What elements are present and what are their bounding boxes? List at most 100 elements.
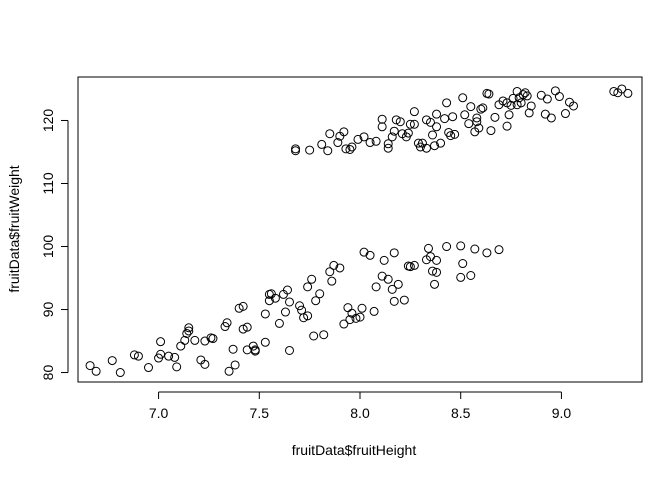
data-point xyxy=(291,146,301,156)
data-point xyxy=(107,356,117,366)
data-point xyxy=(430,141,440,151)
data-point xyxy=(423,243,433,253)
x-tick-label: 7.0 xyxy=(149,405,169,421)
data-point xyxy=(484,89,494,99)
x-tick-label: 9.0 xyxy=(552,405,572,421)
data-point xyxy=(129,350,139,360)
data-point xyxy=(383,143,393,153)
x-tick-label: 8.0 xyxy=(350,405,370,421)
data-point xyxy=(377,114,387,124)
data-point xyxy=(456,272,466,282)
data-point xyxy=(428,130,438,140)
data-point xyxy=(285,297,294,307)
data-point xyxy=(569,101,579,111)
data-point xyxy=(426,117,435,127)
data-point xyxy=(442,98,452,108)
data-point xyxy=(403,128,413,138)
data-point xyxy=(506,100,516,110)
data-point xyxy=(387,132,397,142)
data-point xyxy=(470,244,480,254)
data-point xyxy=(339,319,349,329)
x-axis: 7.0 7.5 8.0 8.5 9.0 xyxy=(149,391,572,421)
data-point xyxy=(609,86,619,96)
data-point xyxy=(228,344,238,354)
data-point xyxy=(184,326,194,336)
data-point xyxy=(274,318,284,328)
data-point xyxy=(345,315,355,325)
data-point xyxy=(180,335,190,345)
data-point xyxy=(200,336,210,346)
data-point xyxy=(522,91,532,101)
data-point xyxy=(303,282,313,292)
data-point xyxy=(458,259,468,269)
data-point xyxy=(466,271,476,281)
data-point xyxy=(494,245,504,255)
data-point xyxy=(295,301,305,311)
data-point xyxy=(307,274,317,284)
data-point xyxy=(280,307,290,317)
data-point xyxy=(450,129,460,139)
data-point xyxy=(526,101,536,111)
data-point xyxy=(405,262,415,272)
data-point xyxy=(498,96,508,106)
data-point xyxy=(446,131,456,141)
data-point xyxy=(285,345,294,355)
data-point xyxy=(409,260,419,270)
data-point xyxy=(115,368,125,378)
data-point xyxy=(387,284,397,294)
data-point xyxy=(91,366,101,376)
data-point xyxy=(355,312,365,322)
data-point xyxy=(208,334,218,344)
data-point xyxy=(339,127,349,137)
data-point xyxy=(482,248,492,258)
data-point xyxy=(224,366,234,376)
data-point xyxy=(472,117,482,127)
data-point xyxy=(458,93,468,103)
data-point xyxy=(524,108,534,118)
data-point xyxy=(512,100,522,110)
data-point xyxy=(303,311,313,321)
data-point xyxy=(341,144,351,154)
data-point xyxy=(323,146,333,156)
data-point xyxy=(430,279,440,289)
data-point xyxy=(440,114,450,124)
data-point xyxy=(182,328,192,338)
data-point xyxy=(456,241,466,251)
data-point xyxy=(234,303,244,313)
data-point xyxy=(409,107,419,117)
data-point xyxy=(333,138,343,148)
data-point xyxy=(518,90,528,100)
data-point xyxy=(309,331,319,341)
data-point xyxy=(540,109,550,119)
data-point xyxy=(264,296,274,306)
data-point xyxy=(432,267,442,277)
data-point xyxy=(432,122,442,132)
data-point xyxy=(399,295,409,305)
data-point xyxy=(623,88,633,98)
data-point xyxy=(389,296,399,306)
data-point xyxy=(421,143,431,153)
data-point xyxy=(466,102,476,112)
y-tick-label: 90 xyxy=(40,302,56,318)
data-point xyxy=(502,121,512,131)
data-point xyxy=(200,359,210,369)
data-point xyxy=(536,90,546,100)
data-point xyxy=(351,313,361,323)
data-point xyxy=(222,318,232,328)
data-point xyxy=(371,282,381,292)
y-axis-label: fruitData$fruitWeight xyxy=(6,165,22,292)
data-point xyxy=(476,104,486,114)
data-point xyxy=(144,363,153,373)
data-point xyxy=(365,250,375,260)
data-point xyxy=(190,335,200,345)
data-point xyxy=(133,351,143,361)
data-point xyxy=(460,110,470,120)
data-point xyxy=(409,119,419,129)
data-point xyxy=(242,345,252,355)
data-point xyxy=(172,362,182,372)
data-point xyxy=(319,330,329,340)
y-axis: 80 90 100 110 120 xyxy=(40,109,69,380)
data-point xyxy=(270,293,280,303)
data-point xyxy=(389,126,399,136)
